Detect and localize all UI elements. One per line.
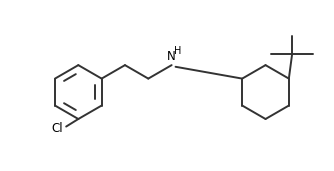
Text: H: H [174, 46, 182, 56]
Text: N: N [167, 50, 176, 63]
Text: Cl: Cl [51, 122, 63, 135]
